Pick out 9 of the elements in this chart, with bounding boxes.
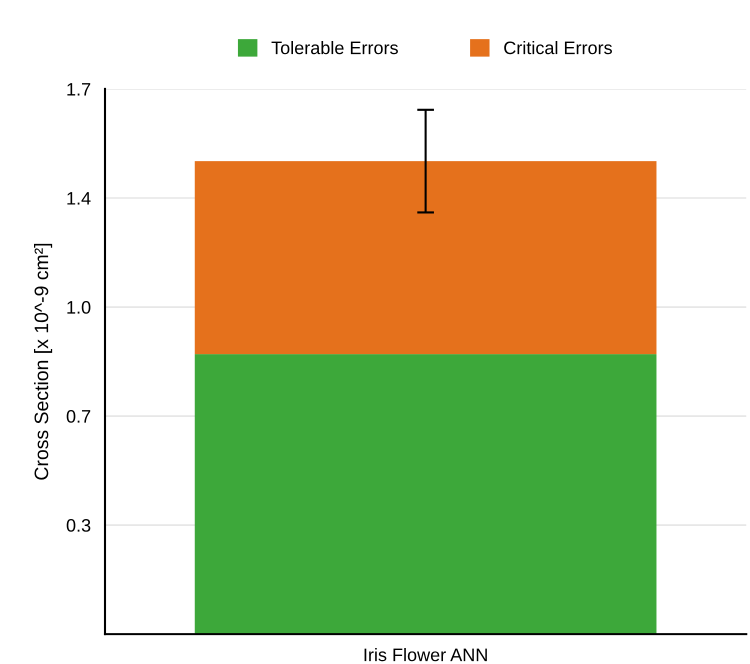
y-tick-label: 1.4	[67, 192, 91, 205]
legend-label: Critical Errors	[504, 40, 612, 54]
legend-label: Tolerable Errors	[272, 40, 398, 54]
y-tick-label: 0.7	[66, 410, 90, 423]
y-tick-label: 1.0	[67, 300, 90, 314]
y-axis-title: Cross Section [x 10^-9 cm²]	[34, 244, 52, 480]
y-tick-label: 0.3	[66, 519, 90, 532]
x-tick-label: Iris Flower ANN	[364, 648, 487, 662]
y-tick-label: 1.7	[67, 83, 90, 96]
